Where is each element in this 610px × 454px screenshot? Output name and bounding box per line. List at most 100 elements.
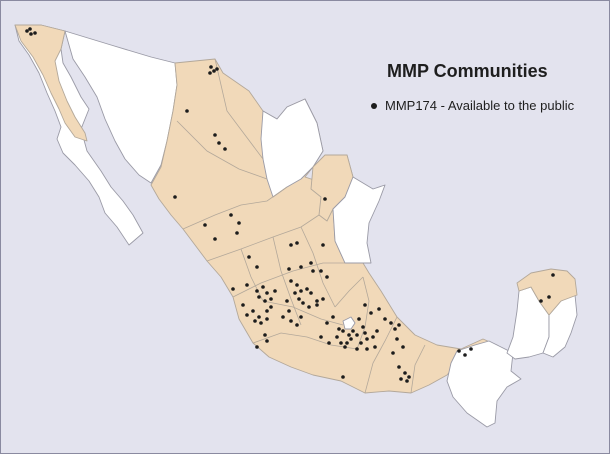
community-marker xyxy=(401,345,405,349)
community-marker xyxy=(323,197,327,201)
community-marker xyxy=(307,305,311,309)
community-marker xyxy=(253,319,257,323)
community-marker xyxy=(341,375,345,379)
community-marker xyxy=(325,321,329,325)
community-marker xyxy=(355,347,359,351)
community-marker xyxy=(217,141,221,145)
community-marker xyxy=(28,27,32,31)
community-marker xyxy=(295,323,299,327)
community-marker xyxy=(319,269,323,273)
community-marker xyxy=(309,261,313,265)
community-marker xyxy=(235,231,239,235)
community-marker xyxy=(391,351,395,355)
community-marker xyxy=(343,345,347,349)
community-marker xyxy=(273,289,277,293)
community-marker xyxy=(325,275,329,279)
state-tamaulipas xyxy=(332,176,386,264)
community-marker xyxy=(341,329,345,333)
community-marker xyxy=(315,303,319,307)
community-marker xyxy=(375,329,379,333)
community-marker xyxy=(285,299,289,303)
community-marker xyxy=(363,331,367,335)
community-marker xyxy=(399,377,403,381)
community-marker xyxy=(457,349,461,353)
community-marker xyxy=(383,317,387,321)
community-marker xyxy=(297,297,301,301)
state-chiapas xyxy=(446,340,522,428)
community-marker xyxy=(377,307,381,311)
community-marker xyxy=(403,371,407,375)
community-marker xyxy=(315,299,319,303)
state-borders xyxy=(176,58,426,394)
community-marker xyxy=(469,347,473,351)
community-marker xyxy=(299,289,303,293)
community-marker xyxy=(405,379,409,383)
community-marker xyxy=(185,109,189,113)
community-marker xyxy=(369,311,373,315)
community-marker xyxy=(309,291,313,295)
community-marker xyxy=(407,375,411,379)
community-marker xyxy=(213,133,217,137)
community-marker xyxy=(281,315,285,319)
community-marker xyxy=(261,285,265,289)
community-marker xyxy=(357,317,361,321)
community-marker xyxy=(237,221,241,225)
community-marker xyxy=(33,31,37,35)
state-baja-north xyxy=(14,24,88,142)
state-yucatan xyxy=(516,268,578,316)
community-marker xyxy=(299,315,303,319)
community-marker xyxy=(393,327,397,331)
community-marker xyxy=(29,32,33,36)
community-marker xyxy=(255,265,259,269)
community-marker xyxy=(463,353,467,357)
community-marker xyxy=(25,29,29,33)
community-marker xyxy=(321,243,325,247)
community-marker xyxy=(397,365,401,369)
community-marker xyxy=(363,303,367,307)
community-marker xyxy=(345,341,349,345)
community-marker xyxy=(373,345,377,349)
mexico-city xyxy=(342,316,356,330)
community-marker xyxy=(251,309,255,313)
community-marker xyxy=(293,291,297,295)
community-marker xyxy=(265,317,269,321)
community-marker xyxy=(209,65,213,69)
community-marker xyxy=(389,321,393,325)
community-marker xyxy=(301,301,305,305)
community-marker xyxy=(547,295,551,299)
community-marker xyxy=(539,299,543,303)
legend: MMP174 - Available to the public xyxy=(371,98,574,113)
community-marker xyxy=(213,237,217,241)
community-marker xyxy=(551,273,555,277)
community-marker xyxy=(339,341,343,345)
community-marker xyxy=(215,67,219,71)
community-marker xyxy=(335,335,339,339)
community-marker xyxy=(247,255,251,259)
community-marker xyxy=(349,337,353,341)
community-marker xyxy=(311,269,315,273)
state-coahuila xyxy=(260,98,324,198)
community-marker xyxy=(321,297,325,301)
community-marker xyxy=(265,291,269,295)
community-marker xyxy=(351,329,355,333)
community-marker xyxy=(371,335,375,339)
community-marker xyxy=(361,325,365,329)
community-marker xyxy=(203,223,207,227)
community-marker xyxy=(305,287,309,291)
community-marker xyxy=(229,213,233,217)
community-marker xyxy=(255,289,259,293)
community-marker xyxy=(257,295,261,299)
community-marker xyxy=(299,265,303,269)
community-marker xyxy=(295,241,299,245)
community-marker xyxy=(212,69,216,73)
community-markers xyxy=(25,27,555,383)
community-marker xyxy=(289,319,293,323)
community-marker xyxy=(257,315,261,319)
community-marker xyxy=(263,299,267,303)
community-marker xyxy=(365,347,369,351)
community-marker xyxy=(241,303,245,307)
community-marker xyxy=(269,297,273,301)
community-marker xyxy=(365,337,369,341)
